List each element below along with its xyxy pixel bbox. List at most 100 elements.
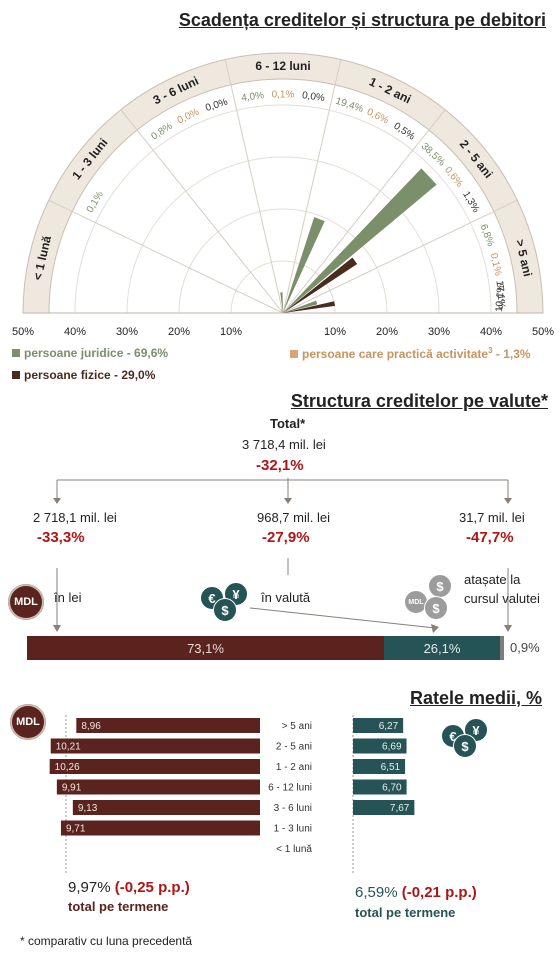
wedge-1-6 bbox=[283, 301, 336, 313]
axis-label-6: 20% bbox=[376, 326, 398, 338]
mdl-rate-label-2: 10,26 bbox=[55, 762, 80, 773]
wedge-0-6 bbox=[283, 300, 318, 313]
value-label-extra: 10,1% bbox=[494, 283, 507, 312]
radial-line-4 bbox=[282, 59, 342, 314]
fx-rate-bar-0 bbox=[353, 718, 404, 733]
footnote: * comparativ cu luna precedentă bbox=[20, 934, 193, 948]
mdl-rate-label-0: 8,96 bbox=[81, 721, 101, 732]
mdl-rate-label-1: 10,21 bbox=[56, 742, 81, 753]
atasate-pct: 0,9% bbox=[510, 640, 540, 655]
lei-change: -33,3% bbox=[37, 529, 85, 546]
mdl-rate-bar-2 bbox=[49, 759, 260, 774]
bar-segment-valuta: 26,1% bbox=[384, 636, 500, 660]
radial-line-6 bbox=[282, 199, 518, 314]
fx-rate-label-4: 7,67 bbox=[390, 803, 410, 814]
axis-label-5: 10% bbox=[324, 326, 346, 338]
axis-label-2: 30% bbox=[116, 326, 138, 338]
mdl-total-label: total pe termene bbox=[68, 899, 169, 914]
value-label-juridice-5: 38,5% bbox=[419, 141, 447, 169]
gray-dollar-coin-icon: $ bbox=[428, 574, 452, 598]
value-label-fizice-3: 0,0% bbox=[301, 90, 325, 104]
rate-category-2: 1 - 2 ani bbox=[276, 762, 312, 773]
value-label-activitate-6: 0,1% bbox=[488, 252, 504, 277]
value-label-activitate-3: 0,1% bbox=[272, 90, 295, 101]
mdl-total-rate: 9,97% (-0,25 p.p.) bbox=[68, 879, 190, 896]
lei-value: 2 718,1 mil. lei bbox=[33, 510, 117, 525]
wedge-2-4 bbox=[283, 310, 285, 313]
legend-fizice: persoane fizice - 29,0% bbox=[12, 368, 155, 382]
bar-segment-lei: 73,1% bbox=[27, 636, 384, 660]
radial-line-1 bbox=[48, 199, 284, 314]
dollar-coin-rates-icon: $ bbox=[453, 734, 477, 758]
fx-rate-label-1: 6,69 bbox=[382, 742, 402, 753]
mdl-rate-label-3: 9,91 bbox=[62, 783, 82, 794]
legend-swatch-juridice bbox=[12, 349, 20, 357]
rate-category-0: > 5 ani bbox=[282, 721, 312, 732]
grid-circle-2 bbox=[126, 156, 440, 314]
atasate-label-1: atașate la bbox=[464, 572, 521, 587]
rate-category-6: < 1 lună bbox=[276, 844, 312, 855]
axis-label-8: 40% bbox=[480, 326, 502, 338]
atasate-label-2: cursul valutei bbox=[464, 591, 540, 606]
wedge-0-4 bbox=[283, 217, 325, 313]
legend-swatch-activitate bbox=[290, 350, 298, 358]
axis-label-1: 40% bbox=[64, 326, 86, 338]
mdl-rate-bar-0 bbox=[76, 718, 260, 733]
total-label: Total* bbox=[270, 416, 306, 431]
fx-rate-label-2: 6,51 bbox=[381, 762, 401, 773]
wedge-0-3 bbox=[280, 292, 283, 313]
value-label-fizice-4: 0,5% bbox=[391, 121, 416, 143]
mdl-rate-label-4: 9,13 bbox=[78, 803, 98, 814]
fx-rate-label-3: 6,70 bbox=[382, 783, 402, 794]
total-change: -32,1% bbox=[256, 457, 304, 474]
wedge-0-5 bbox=[283, 168, 437, 313]
chart-title-maturity: Scadența creditelor și structura pe debi… bbox=[178, 10, 546, 30]
fx-total-label: total pe termene bbox=[355, 905, 456, 920]
legend-swatch-fizice bbox=[12, 371, 20, 379]
mdl-rate-bar-5 bbox=[60, 820, 260, 836]
rate-category-3: 6 - 12 luni bbox=[268, 783, 312, 794]
fx-rate-bar-1 bbox=[353, 738, 407, 754]
value-label-fizice-2: 0,0% bbox=[204, 97, 229, 114]
wedge-2-5 bbox=[283, 311, 286, 313]
wedge-1-5 bbox=[283, 257, 358, 313]
axis-label-4: 10% bbox=[220, 326, 242, 338]
valuta-value: 968,7 mil. lei bbox=[257, 510, 330, 525]
atasate-value: 31,7 mil. lei bbox=[459, 510, 525, 525]
axis-label-7: 30% bbox=[428, 326, 450, 338]
fx-rate-label-0: 6,27 bbox=[379, 721, 399, 732]
value-label-juridice-3: 4,0% bbox=[241, 90, 265, 104]
mdl-badge: MDL bbox=[8, 584, 44, 620]
value-label-juridice-4: 19,4% bbox=[334, 96, 364, 115]
axis-label-0: 50% bbox=[12, 326, 34, 338]
radial-line-3 bbox=[224, 59, 284, 314]
sector-label-3: 6 - 12 luni bbox=[255, 59, 310, 73]
atasate-change: -47,7% bbox=[466, 529, 514, 546]
value-label-activitate-5: 0,6% bbox=[442, 165, 465, 190]
axis-label-9: 50% bbox=[532, 326, 554, 338]
mdl-badge-rates: MDL bbox=[10, 704, 46, 740]
grid-circle-1 bbox=[178, 208, 388, 314]
rate-category-5: 1 - 3 luni bbox=[274, 824, 312, 835]
chart-title-currency: Structura creditelor pe valute* bbox=[290, 391, 548, 411]
wedge-1-4 bbox=[283, 310, 285, 313]
chart-title-rates: Ratele medii, % bbox=[409, 688, 542, 708]
legend-activitate: persoane care practică activitate3 - 1,3… bbox=[290, 346, 531, 361]
legend-juridice: persoane juridice - 69,6% bbox=[12, 346, 168, 360]
radial-line-2 bbox=[120, 109, 284, 314]
value-label-juridice-6: 6,8% bbox=[478, 223, 496, 248]
mdl-rate-bar-4 bbox=[72, 800, 261, 815]
valuta-label: în valută bbox=[261, 590, 311, 605]
value-label-fizice-5: 1,3% bbox=[460, 190, 481, 215]
fx-rate-bar-4 bbox=[353, 800, 415, 815]
currency-connectors bbox=[53, 478, 512, 633]
gray-dollar-coin-2-icon: $ bbox=[424, 596, 448, 620]
grid-circle-3 bbox=[74, 104, 492, 314]
lei-label: în lei bbox=[54, 590, 82, 605]
dollar-coin-icon: $ bbox=[213, 598, 237, 622]
value-label-juridice-1: 0,1% bbox=[85, 189, 106, 214]
value-label-fizice-6: 17,1% bbox=[494, 280, 507, 309]
axis-label-3: 20% bbox=[168, 326, 190, 338]
currency-stacked-bar: 73,1% 26,1% bbox=[27, 636, 504, 660]
